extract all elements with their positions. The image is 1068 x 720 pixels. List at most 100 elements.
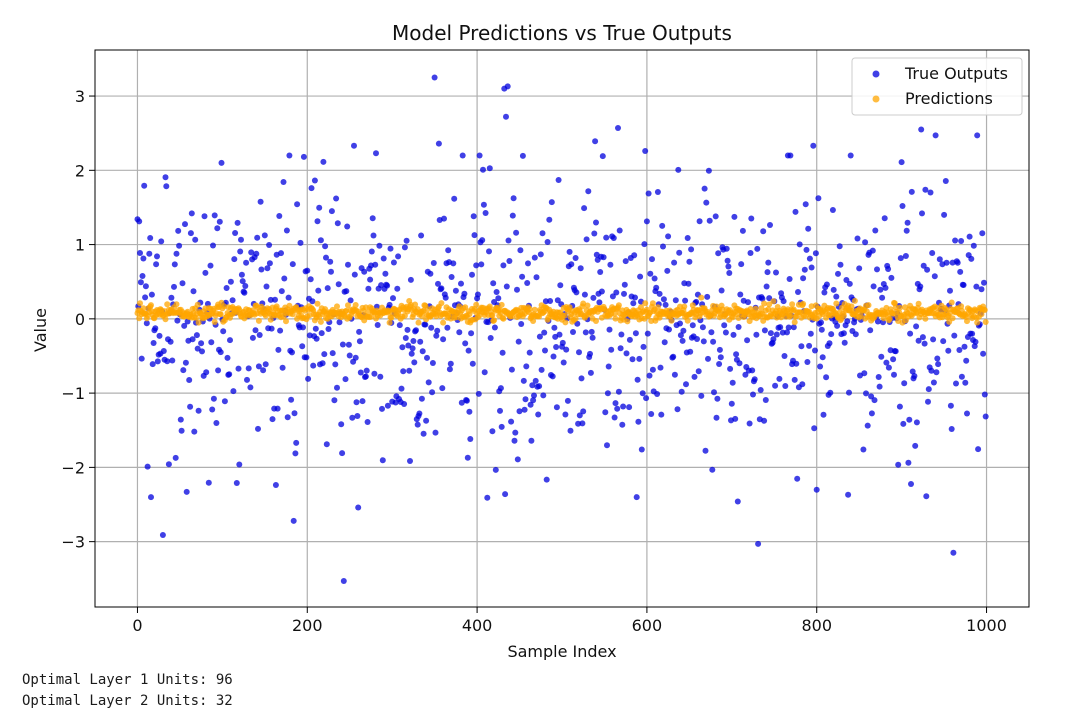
true-output-point	[871, 397, 878, 404]
true-output-point	[556, 331, 563, 338]
true-output-point	[636, 355, 643, 362]
true-output-point	[456, 329, 463, 336]
true-output-point	[266, 260, 273, 267]
true-output-point	[846, 280, 853, 287]
y-tick-label: 3	[75, 87, 85, 106]
true-output-point	[765, 259, 772, 266]
true-output-point	[573, 289, 580, 296]
true-output-point	[925, 398, 931, 405]
true-output-point	[249, 334, 256, 341]
true-output-point	[648, 411, 655, 417]
true-output-point	[666, 326, 672, 333]
true-output-point	[656, 290, 663, 297]
true-output-point	[314, 218, 321, 225]
true-output-point	[343, 288, 350, 295]
true-output-point	[846, 389, 852, 396]
true-output-point	[447, 360, 454, 367]
true-output-point	[606, 326, 613, 333]
true-output-point	[361, 268, 368, 275]
true-output-point	[441, 215, 447, 222]
true-output-point	[710, 338, 717, 345]
true-output-point	[699, 324, 706, 331]
true-output-point	[721, 322, 728, 329]
true-output-point	[293, 439, 300, 446]
true-output-point	[747, 250, 754, 256]
true-output-point	[587, 350, 593, 357]
true-output-point	[600, 254, 607, 261]
true-output-point	[540, 392, 547, 399]
true-output-point	[238, 271, 245, 278]
true-output-point	[549, 373, 556, 380]
true-output-point	[915, 337, 922, 344]
true-output-point	[680, 327, 687, 334]
true-output-point	[962, 379, 969, 386]
console-output-line-1: Optimal Layer 1 Units: 96	[22, 672, 233, 688]
true-output-point	[643, 218, 650, 225]
true-output-point	[335, 281, 342, 288]
true-output-point	[879, 294, 886, 301]
true-output-point	[794, 475, 801, 482]
true-output-point	[418, 232, 425, 239]
true-output-point	[450, 260, 457, 267]
prediction-point	[283, 318, 289, 325]
true-output-point	[237, 248, 244, 255]
prediction-point	[273, 303, 280, 310]
true-output-point	[257, 198, 264, 205]
true-output-point	[578, 375, 585, 382]
true-output-point	[676, 249, 683, 256]
true-output-point	[546, 216, 553, 223]
true-output-point	[214, 225, 221, 232]
true-output-point	[542, 347, 548, 354]
true-output-point	[218, 159, 225, 166]
prediction-point	[415, 319, 422, 326]
prediction-point	[498, 301, 505, 308]
prediction-point	[981, 307, 988, 313]
true-output-point	[671, 371, 678, 378]
true-output-point	[653, 284, 660, 291]
true-output-point	[781, 353, 788, 359]
true-output-point	[895, 461, 902, 468]
prediction-point	[418, 313, 425, 319]
true-output-point	[531, 254, 538, 261]
true-output-point	[981, 279, 987, 286]
true-output-point	[891, 371, 897, 378]
true-output-point	[951, 332, 958, 339]
true-output-point	[499, 349, 506, 356]
true-output-point	[432, 429, 439, 436]
true-output-point	[805, 225, 812, 232]
true-output-point	[675, 166, 682, 173]
true-output-point	[973, 283, 980, 290]
true-output-point	[493, 289, 500, 295]
true-output-point	[272, 482, 279, 488]
y-tick-label: 0	[75, 310, 85, 329]
prediction-point	[974, 319, 981, 326]
true-output-point	[191, 428, 198, 435]
true-output-point	[581, 291, 588, 298]
true-output-point	[679, 337, 686, 344]
true-output-point	[837, 261, 844, 268]
true-output-point	[399, 344, 406, 351]
true-output-point	[813, 486, 820, 493]
true-output-point	[622, 258, 629, 265]
true-output-point	[288, 396, 295, 403]
true-output-point	[735, 324, 742, 330]
true-output-point	[754, 245, 761, 252]
true-output-point	[276, 213, 283, 219]
true-output-point	[323, 254, 329, 261]
prediction-point	[615, 302, 622, 309]
true-output-point	[195, 407, 202, 414]
true-output-point	[176, 242, 183, 249]
true-output-point	[626, 336, 633, 343]
true-output-point	[357, 369, 364, 376]
true-output-point	[731, 213, 738, 220]
true-output-point	[930, 379, 937, 386]
true-output-point	[377, 373, 384, 380]
true-output-point	[153, 261, 160, 268]
prediction-point	[173, 301, 180, 308]
true-output-point	[390, 295, 396, 302]
true-output-point	[165, 461, 172, 468]
true-output-point	[148, 494, 154, 501]
true-output-point	[908, 481, 914, 487]
true-output-point	[156, 332, 163, 339]
true-output-point	[211, 212, 218, 219]
